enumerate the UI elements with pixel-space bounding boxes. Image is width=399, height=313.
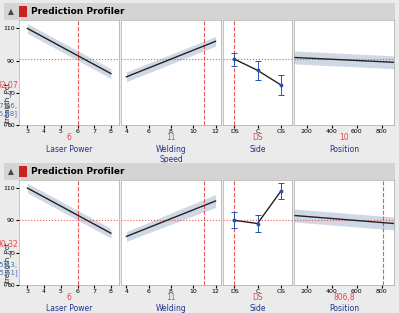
Text: [87,26,
96,88]: [87,26, 96,88]: [0, 102, 18, 117]
Text: Prediction Profiler: Prediction Profiler: [31, 7, 124, 16]
Text: 6: 6: [67, 133, 71, 142]
Text: 11: 11: [166, 293, 176, 302]
Text: Laser Power: Laser Power: [46, 145, 92, 154]
Text: 90,32: 90,32: [0, 240, 18, 249]
Text: 10: 10: [339, 133, 349, 142]
Text: Side: Side: [249, 145, 266, 154]
Text: ▲: ▲: [8, 167, 14, 176]
Text: Welding
Speed: Welding Speed: [156, 304, 186, 313]
Text: Strength_Pct: Strength_Pct: [4, 82, 10, 126]
Text: 92,07: 92,07: [0, 81, 18, 90]
Bar: [19, 166, 28, 177]
Text: Prediction Profiler: Prediction Profiler: [31, 167, 124, 176]
Text: 6: 6: [67, 293, 71, 302]
Text: [85,13,
95,51]: [85,13, 95,51]: [0, 261, 18, 276]
Text: Position: Position: [329, 304, 359, 313]
Text: 806,8: 806,8: [333, 293, 355, 302]
Text: Position: Position: [329, 145, 359, 154]
Bar: [19, 6, 28, 17]
Text: ▲: ▲: [8, 7, 14, 16]
Text: Strength_Pct: Strength_Pct: [4, 241, 10, 286]
Text: DS: DS: [252, 133, 263, 142]
Text: 11: 11: [166, 133, 176, 142]
Text: Welding
Speed: Welding Speed: [156, 145, 186, 164]
Text: Side: Side: [249, 304, 266, 313]
Text: DS: DS: [252, 293, 263, 302]
Text: Laser Power: Laser Power: [46, 304, 92, 313]
